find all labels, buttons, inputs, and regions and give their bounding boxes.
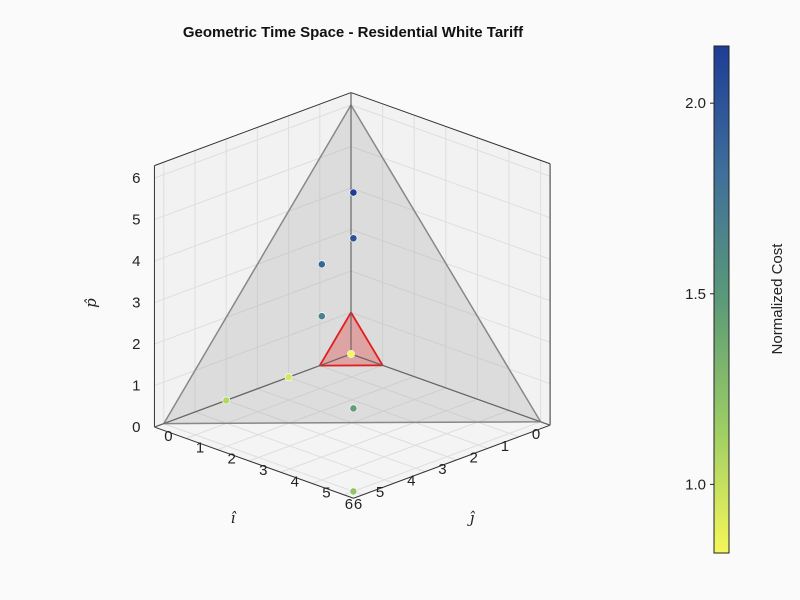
z-axis-label: p̂	[82, 298, 100, 308]
grid-line	[288, 376, 488, 449]
grid-line	[154, 146, 352, 221]
y-tick-label: 6	[354, 496, 362, 513]
data-point	[317, 312, 326, 321]
data-point	[349, 234, 358, 243]
grid-line	[217, 376, 415, 451]
y-tick-label: 5	[322, 485, 330, 502]
x-tick-label: 6	[345, 496, 353, 513]
data-point	[347, 350, 355, 358]
data-point	[349, 188, 358, 197]
grid-line	[154, 229, 352, 304]
z-tick-label: 6	[132, 170, 140, 187]
y-tick-label: 2	[227, 451, 235, 468]
colorbar-label: Normalized Cost	[769, 243, 786, 355]
colorbar-tick-label: 1.0	[685, 476, 706, 493]
data-point	[317, 260, 326, 269]
pane-right	[351, 92, 551, 426]
chart-title: Geometric Time Space - Residential White…	[183, 24, 524, 41]
z-tick-label: 5	[132, 212, 140, 229]
y-tick-label: 0	[164, 428, 172, 445]
colorbar-bar	[713, 45, 730, 554]
axis-labels: î ĵ p̂	[82, 298, 476, 527]
x-tick-label: 4	[407, 473, 415, 490]
pane-left	[154, 92, 351, 428]
z-tick-label: 1	[132, 378, 140, 395]
x-tick-label: 0	[532, 426, 540, 443]
plane-surface	[163, 104, 542, 425]
grid-line	[163, 423, 364, 496]
data-point	[349, 404, 358, 413]
z-tick-label: 3	[132, 295, 140, 312]
grid-line	[249, 387, 446, 462]
grid-line	[350, 187, 551, 260]
colorbar-tick-label: 2.0	[685, 95, 706, 112]
z-tick-label: 0	[132, 419, 140, 436]
x-tick-label: 3	[438, 461, 446, 478]
grid-line	[350, 229, 551, 302]
grid-line	[257, 388, 457, 461]
inner-axis-edge	[154, 353, 352, 428]
z-tick-label: 4	[132, 253, 140, 270]
grid-line	[226, 399, 426, 473]
y-axis-label: ĵ	[467, 509, 476, 527]
surfaces	[154, 92, 551, 428]
grid-line	[154, 187, 352, 262]
frame-edge	[154, 426, 354, 499]
colorbar-tick-label: 1.5	[685, 286, 706, 303]
data-point	[222, 396, 231, 405]
grid-line	[280, 398, 478, 473]
y-tick-label: 1	[196, 439, 204, 456]
data-point	[284, 373, 293, 382]
grid-line	[350, 312, 551, 385]
data-points	[222, 188, 358, 496]
grid-line	[350, 104, 551, 177]
grid-line	[319, 365, 520, 438]
grid-line	[154, 104, 352, 179]
grid-line	[343, 421, 541, 496]
x-tick-label: 1	[501, 438, 509, 455]
grid-line	[185, 364, 383, 439]
grid-line	[154, 270, 352, 345]
frame-edge	[154, 92, 352, 167]
y-tick-label: 4	[291, 473, 299, 490]
grid-line	[350, 146, 551, 219]
y-tick-label: 3	[259, 462, 267, 479]
z-tick-label: 2	[132, 336, 140, 353]
x-axis-label: î	[231, 509, 237, 527]
x-tick-label: 5	[376, 484, 384, 501]
frame-edge	[350, 92, 551, 165]
grid-line	[350, 270, 551, 343]
data-point	[349, 487, 358, 496]
colorbar: 1.0 1.5 2.0 Normalized Cost	[685, 45, 786, 554]
grid-line	[154, 312, 352, 387]
inner-axis-edge	[350, 353, 551, 426]
frame-edge	[353, 424, 551, 499]
x-tick-label: 2	[470, 449, 478, 466]
